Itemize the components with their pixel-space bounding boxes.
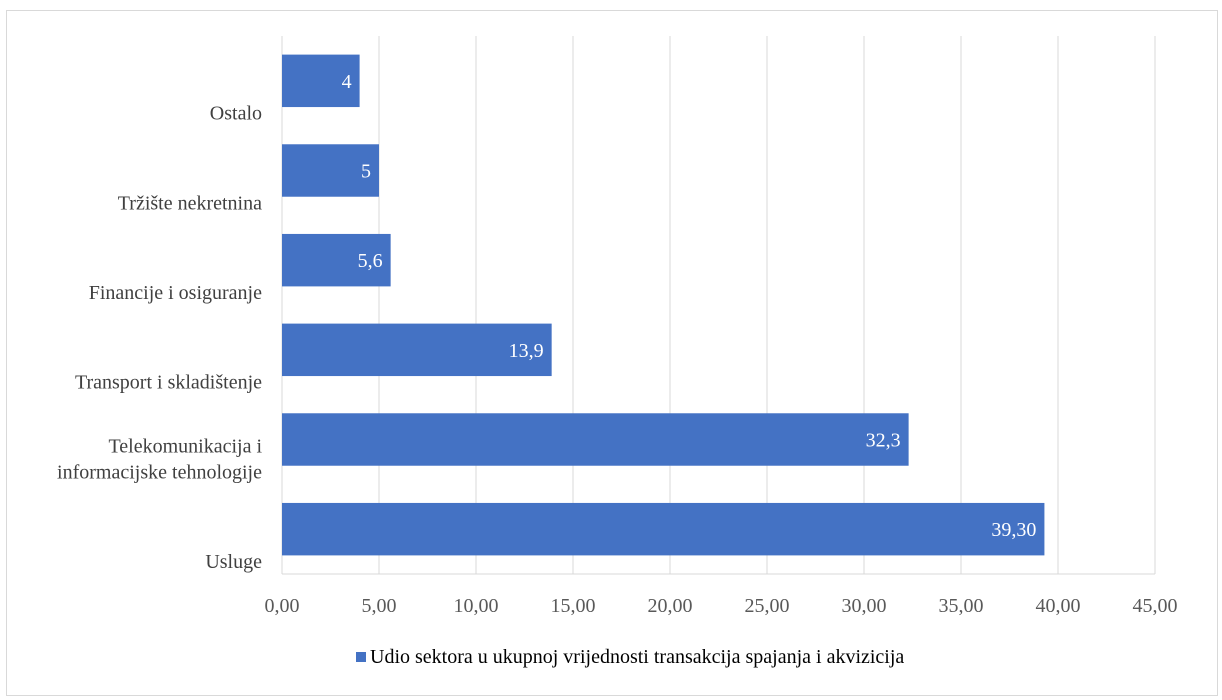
- x-tick-label: 35,00: [939, 595, 984, 617]
- bar: [282, 413, 909, 466]
- legend-swatch: [356, 652, 366, 662]
- bar: [282, 502, 1045, 556]
- x-tick-label: 10,00: [454, 595, 499, 617]
- legend-label: Udio sektora u ukupnoj vrijednosti trans…: [370, 646, 904, 668]
- x-tick-label: 25,00: [745, 595, 790, 617]
- x-tick-label: 45,00: [1133, 595, 1178, 617]
- x-tick-label: 15,00: [551, 595, 596, 617]
- category-label: Usluge: [205, 551, 262, 573]
- data-label: 5: [361, 161, 371, 183]
- chart-frame: [6, 10, 1218, 696]
- category-label: Telekomunikacija i: [108, 435, 262, 457]
- data-label: 39,30: [991, 519, 1036, 541]
- data-label: 13,9: [509, 340, 544, 362]
- bar: [282, 54, 360, 108]
- bar: [282, 144, 379, 197]
- category-label: Ostalo: [210, 103, 262, 125]
- bar: [282, 233, 391, 287]
- category-label: Transport i skladištenje: [75, 372, 262, 394]
- data-label: 4: [342, 71, 352, 93]
- x-tick-label: 20,00: [648, 595, 693, 617]
- data-label: 32,3: [866, 430, 901, 452]
- category-label: Financije i osiguranje: [89, 282, 262, 304]
- x-tick-label: 30,00: [842, 595, 887, 617]
- category-label: informacijske tehnologije: [57, 461, 262, 483]
- x-tick-label: 5,00: [362, 595, 397, 617]
- x-tick-label: 0,00: [265, 595, 300, 617]
- category-label: Tržište nekretnina: [118, 192, 262, 214]
- data-label: 5,6: [358, 250, 383, 272]
- bar: [282, 323, 552, 377]
- x-tick-label: 40,00: [1036, 595, 1081, 617]
